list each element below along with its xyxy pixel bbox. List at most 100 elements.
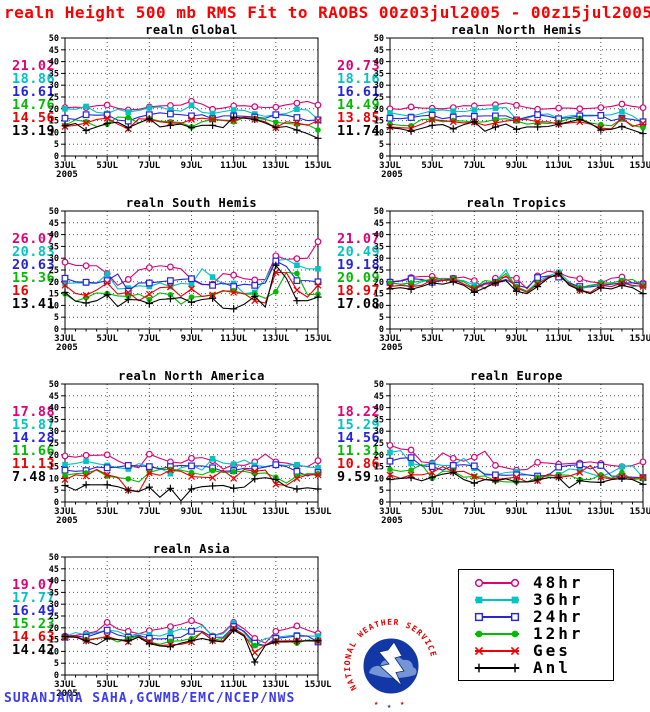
svg-text:10: 10 [49, 301, 59, 311]
svg-text:5JUL: 5JUL [421, 507, 443, 517]
svg-text:7JUL: 7JUL [138, 680, 160, 690]
svg-text:25: 25 [374, 93, 384, 103]
svg-text:20: 20 [49, 624, 59, 634]
svg-text:50: 50 [374, 207, 384, 217]
svg-text:3JUL: 3JUL [379, 507, 401, 517]
svg-text:40: 40 [49, 58, 59, 68]
chart-title-north-america: realn North America [118, 369, 265, 383]
svg-text:13JUL: 13JUL [587, 507, 615, 517]
svg-text:11JUL: 11JUL [220, 680, 248, 690]
svg-text:5JUL: 5JUL [96, 680, 118, 690]
legend-item-36hr: 36hr [471, 590, 613, 609]
svg-text:2005: 2005 [56, 343, 78, 353]
svg-text:7JUL: 7JUL [138, 161, 160, 171]
svg-text:3JUL: 3JUL [379, 161, 401, 171]
stat-value-48hr: 26.07 [12, 231, 56, 247]
svg-text:10: 10 [49, 128, 59, 138]
svg-text:10: 10 [374, 474, 384, 484]
stat-value-36hr: 17.77 [12, 590, 56, 606]
series-Anl [61, 475, 322, 502]
stat-value-ges: 14.63 [12, 629, 56, 645]
stat-value-36hr: 20.49 [337, 244, 381, 260]
svg-text:3JUL: 3JUL [54, 334, 76, 344]
svg-text:25: 25 [49, 266, 59, 276]
stat-value-anl: 13.41 [12, 296, 56, 312]
svg-text:7JUL: 7JUL [138, 507, 160, 517]
legend-swatch-36hr [475, 596, 519, 603]
stat-value-12hr: 14.76 [12, 97, 56, 113]
gridlines [390, 38, 643, 156]
stat-value-48hr: 21.02 [12, 58, 56, 74]
chart-title-south-hemis: realn South Hemis [125, 196, 258, 210]
gridlines [65, 38, 318, 156]
legend-label-12hr: 12hr [533, 624, 584, 643]
stat-value-24hr: 19.18 [337, 257, 381, 273]
svg-text:9JUL: 9JUL [181, 507, 203, 517]
svg-text:40: 40 [374, 58, 384, 68]
svg-text:30: 30 [374, 254, 384, 264]
svg-text:2005: 2005 [56, 516, 78, 526]
stat-value-48hr: 21.07 [337, 231, 381, 247]
svg-text:2005: 2005 [56, 689, 78, 699]
svg-text:50: 50 [374, 380, 384, 390]
legend-swatch-12hr [475, 630, 519, 637]
stat-value-ges: 16 [12, 283, 30, 299]
stat-value-12hr: 15.23 [12, 616, 56, 632]
stat-value-36hr: 15.87 [12, 417, 56, 433]
stats-column-tropics: 21.07 20.49 19.18 20.09 18.97 17.08 [337, 231, 381, 312]
stat-value-anl: 17.08 [337, 296, 381, 312]
svg-text:9JUL: 9JUL [506, 334, 528, 344]
stat-value-anl: 7.48 [12, 469, 47, 485]
svg-text:15: 15 [374, 117, 384, 127]
chart-cell-global: realn Global 21.02 18.86 16.61 14.76 14.56 13… [0, 23, 332, 196]
legend-cell: NATIONAL WEATHER SERVICE ★ ★ ★ 48hr 36hr 2… [325, 543, 650, 712]
svg-text:5: 5 [54, 140, 59, 150]
stats-column-europe: 18.22 15.29 14.56 11.31 10.86 9.59 [337, 404, 381, 484]
svg-text:10: 10 [374, 128, 384, 138]
svg-text:35: 35 [374, 69, 384, 79]
svg-text:5: 5 [379, 140, 384, 150]
stat-value-anl: 14.42 [12, 642, 56, 658]
svg-text:11JUL: 11JUL [220, 334, 248, 344]
chart-cell-tropics: realn Tropics 21.07 20.49 19.18 20.09 18.97 1… [325, 196, 650, 369]
series-Anl [61, 626, 322, 666]
nws-logo-star-left: ★ [374, 699, 379, 707]
svg-text:15JUL: 15JUL [629, 161, 650, 171]
svg-text:15JUL: 15JUL [629, 334, 650, 344]
svg-text:10: 10 [49, 647, 59, 657]
chart-title-europe: realn Europe [470, 369, 563, 383]
svg-text:30: 30 [49, 427, 59, 437]
svg-text:5: 5 [379, 486, 384, 496]
legend-swatch-48hr [474, 578, 520, 587]
stats-column-south-hemis: 26.07 20.83 20.63 15.36 16 13.41 [12, 231, 56, 312]
series-Anl [61, 261, 322, 313]
series-Anl [386, 468, 647, 489]
series-Anl [386, 269, 647, 298]
svg-text:50: 50 [49, 207, 59, 217]
svg-text:7JUL: 7JUL [463, 161, 485, 171]
svg-text:5: 5 [54, 486, 59, 496]
legend-swatch-24hr [474, 612, 520, 621]
svg-text:20: 20 [374, 451, 384, 461]
stat-value-12hr: 20.09 [337, 270, 381, 286]
svg-text:25: 25 [374, 439, 384, 449]
legend-item-anl: Anl [471, 658, 613, 677]
svg-text:30: 30 [374, 81, 384, 91]
svg-text:35: 35 [49, 415, 59, 425]
svg-text:0: 0 [379, 152, 384, 162]
svg-text:15: 15 [49, 290, 59, 300]
svg-text:11JUL: 11JUL [545, 334, 573, 344]
svg-text:5JUL: 5JUL [421, 161, 443, 171]
stat-value-48hr: 18.22 [337, 404, 381, 420]
stat-value-48hr: 20.73 [337, 58, 381, 74]
